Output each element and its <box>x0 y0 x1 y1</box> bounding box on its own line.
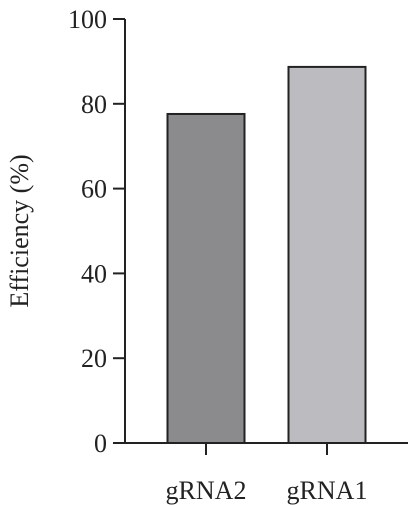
y-tick-label: 40 <box>81 259 107 288</box>
y-tick-label: 0 <box>94 429 107 458</box>
y-tick-label: 20 <box>81 344 107 373</box>
x-tick-label: gRNA1 <box>287 476 368 505</box>
x-tick-label: gRNA2 <box>166 476 247 505</box>
y-axis-label: Efficiency (%) <box>5 154 34 307</box>
bar <box>287 65 367 445</box>
y-tick-label: 80 <box>81 90 107 119</box>
y-tick-label: 100 <box>68 5 107 34</box>
bar <box>166 112 246 444</box>
y-tick-label: 60 <box>81 175 107 204</box>
